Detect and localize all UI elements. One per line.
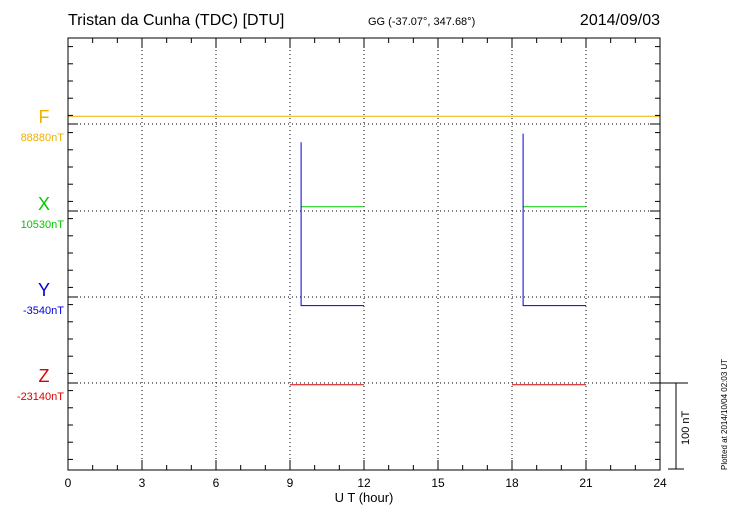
- x-tick-label: 18: [505, 476, 519, 490]
- chart-title: Tristan da Cunha (TDC) [DTU]: [68, 12, 285, 29]
- x-tick-label: 15: [431, 476, 445, 490]
- station-coordinates: GG (-37.07°, 347.68°): [368, 16, 476, 28]
- series-line-y: [300, 142, 364, 307]
- component-baseline-f: 88880nT: [21, 132, 65, 144]
- scale-bar-label: 100 nT: [680, 410, 692, 445]
- x-tick-label: 12: [357, 476, 371, 490]
- component-baseline-y: -3540nT: [23, 305, 64, 317]
- x-axis-label: U T (hour): [335, 490, 394, 505]
- series-layer: [68, 115, 660, 386]
- chart-date: 2014/09/03: [579, 12, 660, 29]
- baseline-layer: [68, 123, 660, 384]
- tick-layer: 0 3 6 9 12 15 18 21 24: [65, 38, 667, 490]
- component-baseline-z: -23140nT: [17, 391, 64, 403]
- component-letter-y: Y: [38, 280, 50, 300]
- component-letter-x: X: [38, 194, 50, 214]
- component-baseline-x: 10530nT: [21, 219, 65, 231]
- x-tick-label: 6: [213, 476, 220, 490]
- series-line-y: [522, 133, 586, 307]
- component-letter-f: F: [39, 107, 50, 127]
- x-tick-label: 3: [139, 476, 146, 490]
- x-tick-label: 9: [287, 476, 294, 490]
- plotted-timestamp: Plotted at 2014/10/04 02:03 UT: [720, 358, 729, 470]
- x-tick-label: 21: [579, 476, 593, 490]
- x-tick-label: 24: [653, 476, 667, 490]
- component-labels: F 88880nT X 10530nT Y -3540nT Z -23140nT: [17, 107, 64, 403]
- x-tick-label: 0: [65, 476, 72, 490]
- scale-bar: [652, 382, 688, 470]
- grid-layer: [141, 38, 587, 470]
- component-letter-z: Z: [39, 366, 50, 386]
